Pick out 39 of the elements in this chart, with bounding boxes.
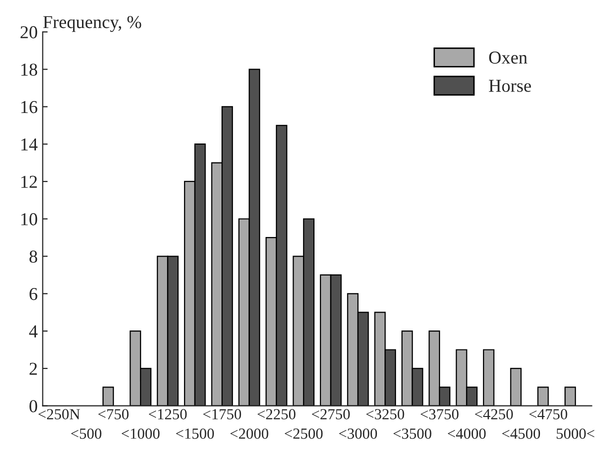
x-tick-label: <3500 bbox=[394, 428, 432, 439]
x-tick-label: <1750 bbox=[203, 409, 242, 420]
x-tick-label: <4000 bbox=[448, 428, 486, 439]
y-tick-label: 4 bbox=[29, 325, 38, 338]
y-tick-label: 2 bbox=[30, 362, 37, 375]
y-tick-label: 20 bbox=[20, 26, 38, 38]
y-tick-label: 8 bbox=[30, 250, 38, 263]
y-tick-label: 0 bbox=[30, 400, 38, 412]
y-tick-label: 10 bbox=[21, 213, 38, 226]
y-tick-label: 16 bbox=[21, 101, 38, 114]
y-tick-label: 18 bbox=[21, 64, 38, 76]
x-tick-label: <500 bbox=[71, 428, 102, 439]
x-tick-label: <2250 bbox=[258, 409, 296, 420]
x-tick-label: <750 bbox=[98, 409, 129, 420]
x-tick-label: <2500 bbox=[284, 428, 323, 439]
x-tick-label: <4750 bbox=[529, 409, 568, 420]
legend-label: Horse bbox=[488, 80, 531, 92]
x-tick-label: <3250 bbox=[366, 409, 404, 420]
y-axis-title: Frequency, % bbox=[43, 16, 142, 32]
x-tick-label: <4250 bbox=[475, 409, 513, 420]
y-tick-label: 6 bbox=[30, 288, 38, 300]
y-tick-label: 14 bbox=[21, 138, 38, 150]
x-tick-label: <2000 bbox=[230, 428, 268, 439]
x-tick-label: <3750 bbox=[420, 409, 459, 420]
x-tick-label: <4500 bbox=[502, 428, 540, 439]
bar bbox=[564, 386, 576, 406]
y-tick-label: 12 bbox=[21, 176, 37, 188]
bar bbox=[102, 386, 114, 406]
x-tick-label: <3000 bbox=[339, 428, 377, 439]
x-tick-label: <1500 bbox=[176, 428, 214, 439]
x-tick-label: <2750 bbox=[312, 409, 350, 420]
legend-label: Oxen bbox=[489, 52, 528, 64]
bar bbox=[510, 368, 522, 406]
x-tick-label: <250N bbox=[38, 409, 80, 420]
x-tick-label: 5000< bbox=[556, 428, 594, 439]
x-tick-label: <1000 bbox=[122, 428, 160, 439]
x-tick-label: <1250 bbox=[148, 409, 187, 420]
bar bbox=[482, 349, 494, 406]
bar bbox=[537, 386, 549, 406]
